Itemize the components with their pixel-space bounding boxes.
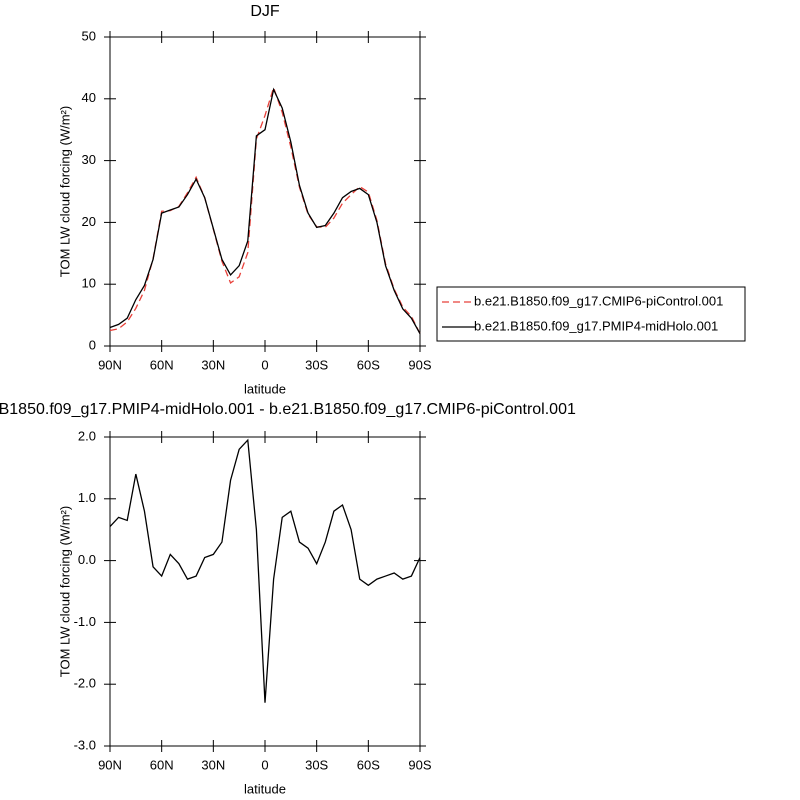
y-tick-label: -3.0 [74,737,96,752]
y-tick-label: 30 [82,152,96,167]
x-tick-label: 30S [305,757,328,772]
legend-box [436,286,746,342]
x-tick-label: 0 [261,357,268,372]
x-axis-label: latitude [244,381,286,396]
x-tick-label: 30N [201,357,225,372]
x-tick-label: 60N [150,757,174,772]
y-tick-label: 0 [89,337,96,352]
y-tick-label: 50 [82,28,96,43]
data-line [109,438,421,703]
x-tick-label: 0 [261,757,268,772]
y-tick-label: -1.0 [74,614,96,629]
data-line [109,85,421,334]
plot-frame [109,36,421,347]
legend-label: b.e21.B1850.f09_g17.CMIP6-piControl.001 [474,293,723,308]
y-tick-label: 0.0 [78,552,96,567]
chart-title: DJF [250,3,280,20]
chart-title: b.e21.B1850.f09_g17.PMIP4-midHolo.001 - … [0,401,576,418]
y-tick-label: 10 [82,276,96,291]
y-tick-label: 40 [82,90,96,105]
y-axis-label: TOM LW cloud forcing (W/m²) [57,106,72,277]
y-tick-label: 2.0 [78,428,96,443]
x-tick-label: 90N [98,757,122,772]
x-tick-label: 60S [357,357,380,372]
y-tick-label: 1.0 [78,490,96,505]
y-tick-label: -2.0 [74,676,96,691]
x-tick-label: 30N [201,757,225,772]
x-tick-label: 60S [357,757,380,772]
x-tick-label: 30S [305,357,328,372]
x-axis-label: latitude [244,781,286,796]
y-tick-label: 20 [82,214,96,229]
x-tick-label: 90S [408,357,431,372]
x-tick-label: 60N [150,357,174,372]
x-tick-label: 90S [408,757,431,772]
data-line [109,87,421,334]
x-tick-label: 90N [98,357,122,372]
legend-label: b.e21.B1850.f09_g17.PMIP4-midHolo.001 [474,318,718,333]
y-axis-label: TOM LW cloud forcing (W/m²) [57,506,72,677]
